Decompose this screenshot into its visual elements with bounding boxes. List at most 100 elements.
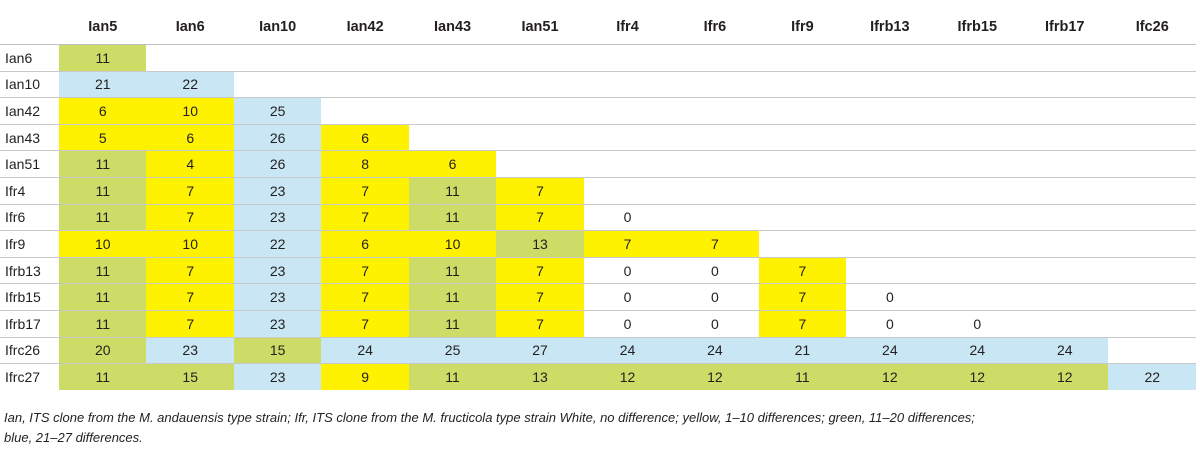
- footnote-line-1: Ian, ITS clone from the M. andauensis ty…: [4, 410, 975, 425]
- matrix-cell: 26: [233, 123, 322, 151]
- matrix-cell: 7: [496, 176, 584, 205]
- matrix-cell: 0: [583, 203, 672, 231]
- matrix-cell: 11: [59, 283, 147, 311]
- table-body: Ian6 11 Ian10 21 22 Ian42 6 10 25 Ian43 5 6 26 6 Ian51…: [0, 44, 1196, 390]
- row-label: Ian10: [0, 70, 60, 98]
- empty-cell: [583, 150, 672, 178]
- empty-cell: [933, 123, 1022, 151]
- matrix-cell: 6: [59, 97, 147, 125]
- table-row: Ifr4 11 7 23 7 11 7: [0, 176, 1196, 205]
- matrix-cell: 10: [146, 230, 234, 258]
- empty-cell: [671, 70, 759, 98]
- empty-cell: [846, 44, 934, 72]
- matrix-cell: 8: [321, 150, 409, 178]
- matrix-cell: 7: [758, 256, 847, 284]
- matrix-cell: 0: [583, 309, 672, 338]
- empty-cell: [1108, 176, 1196, 205]
- matrix-cell: 20: [59, 336, 147, 364]
- column-header: Ian42: [346, 19, 384, 35]
- empty-cell: [233, 70, 322, 98]
- empty-cell: [758, 97, 847, 125]
- empty-cell: [846, 70, 934, 98]
- row-label: Ifrc26: [0, 336, 60, 364]
- matrix-cell: 26: [233, 150, 322, 178]
- empty-cell: [933, 230, 1022, 258]
- matrix-cell: 24: [846, 336, 934, 364]
- table-row: Ian43 5 6 26 6: [0, 123, 1196, 151]
- empty-cell: [496, 123, 584, 151]
- matrix-cell: 12: [583, 363, 672, 390]
- empty-cell: [671, 97, 759, 125]
- matrix-cell: 6: [321, 123, 409, 151]
- empty-cell: [496, 70, 584, 98]
- table-row: Ifr9 10 10 22 6 10 13 7 7: [0, 230, 1196, 258]
- empty-cell: [1108, 44, 1196, 72]
- empty-cell: [1108, 309, 1196, 338]
- empty-cell: [1021, 309, 1109, 338]
- matrix-cell: 6: [408, 150, 497, 178]
- column-header: Ian51: [521, 19, 559, 35]
- matrix-cell: 7: [583, 230, 672, 258]
- matrix-cell: 27: [496, 336, 584, 364]
- empty-cell: [1021, 44, 1109, 72]
- empty-cell: [1021, 123, 1109, 151]
- empty-cell: [846, 97, 934, 125]
- empty-cell: [1021, 256, 1109, 284]
- matrix-cell: 11: [59, 150, 147, 178]
- row-label: Ian42: [0, 97, 60, 125]
- empty-cell: [583, 176, 672, 205]
- matrix-cell: 23: [233, 203, 322, 231]
- table-row: Ian51 11 4 26 8 6: [0, 150, 1196, 178]
- column-header: Ian5: [88, 19, 118, 35]
- row-label: Ifr9: [0, 230, 60, 258]
- empty-cell: [1108, 70, 1196, 98]
- row-label: Ifrb13: [0, 256, 60, 284]
- matrix-cell: 7: [496, 283, 584, 311]
- matrix-cell: 24: [671, 336, 759, 364]
- matrix-cell: 23: [233, 283, 322, 311]
- empty-cell: [671, 123, 759, 151]
- matrix-cell: 7: [758, 309, 847, 338]
- empty-cell: [233, 44, 322, 72]
- table-row: Ian10 21 22: [0, 70, 1196, 98]
- matrix-cell: 21: [758, 336, 847, 364]
- matrix-cell: 7: [321, 283, 409, 311]
- empty-cell: [933, 150, 1022, 178]
- matrix-cell: 6: [321, 230, 409, 258]
- table-row: Ifrb15 11 7 23 7 11 7 0 0 7 0: [0, 283, 1196, 311]
- matrix-cell: 22: [233, 230, 322, 258]
- empty-cell: [583, 123, 672, 151]
- matrix-cell: 7: [321, 256, 409, 284]
- column-header: Ian6: [175, 19, 205, 35]
- matrix-cell: 15: [146, 363, 234, 390]
- matrix-cell: 22: [146, 70, 234, 98]
- row-label: Ifrb15: [0, 283, 60, 311]
- matrix-cell: 11: [408, 363, 497, 390]
- matrix-cell: 0: [846, 309, 934, 338]
- table-row: Ian42 6 10 25: [0, 97, 1196, 125]
- matrix-cell: 11: [408, 176, 497, 205]
- empty-cell: [1021, 150, 1109, 178]
- empty-cell: [1108, 97, 1196, 125]
- empty-cell: [758, 150, 847, 178]
- matrix-cell: 11: [408, 283, 497, 311]
- matrix-cell: 5: [59, 123, 147, 151]
- empty-cell: [408, 70, 497, 98]
- column-header: Ifr9: [791, 19, 814, 35]
- column-header: Ifrb17: [1044, 19, 1085, 35]
- empty-cell: [1108, 256, 1196, 284]
- matrix-cell: 7: [496, 309, 584, 338]
- matrix-cell: 12: [933, 363, 1022, 390]
- empty-cell: [496, 97, 584, 125]
- row-label: Ian43: [0, 123, 60, 151]
- matrix-cell: 25: [233, 97, 322, 125]
- empty-cell: [933, 203, 1022, 231]
- empty-cell: [933, 256, 1022, 284]
- matrix-cell: 0: [846, 283, 934, 311]
- footnote-line-2: blue, 21–27 differences.: [4, 430, 143, 445]
- matrix-cell: 7: [321, 203, 409, 231]
- empty-cell: [758, 176, 847, 205]
- empty-cell: [1021, 203, 1109, 231]
- matrix-cell: 12: [671, 363, 759, 390]
- empty-cell: [1021, 230, 1109, 258]
